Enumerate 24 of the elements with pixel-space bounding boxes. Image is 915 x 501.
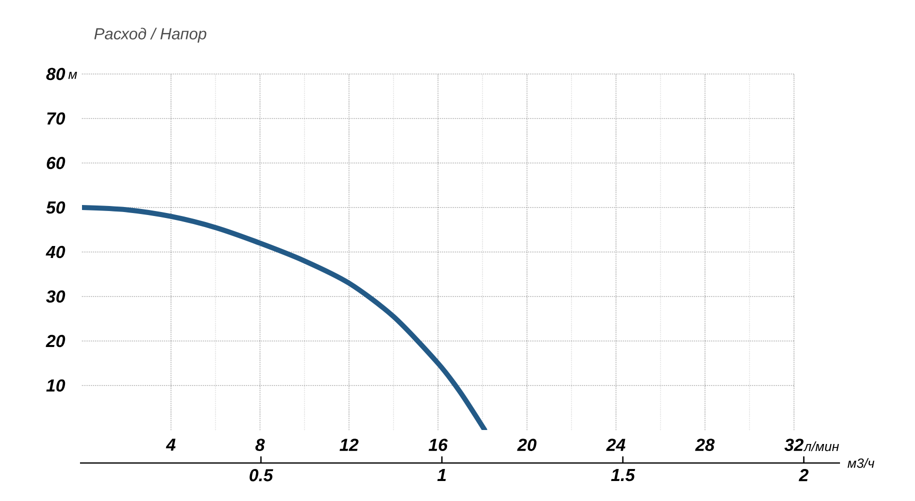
y-tick-label: 30 [46,290,66,303]
x-axis-title: л/мин [803,441,839,452]
x2-tick-label: 2 [798,469,808,482]
y-tick-label: 20 [46,334,66,348]
x2-tick-label: 1 [437,469,446,481]
x-tick-label: 8 [255,438,265,451]
y-tick-label: 60 [46,156,66,170]
x-tick-label: 32 [784,438,804,451]
x-tick-label: 12 [340,438,358,451]
x-tick-label: 20 [517,438,536,451]
x-tick-label: 28 [695,438,715,451]
y-tick-label: 70 [47,112,66,125]
chart-title: Расход / Напор [94,28,206,43]
y-axis-title: м [68,72,78,79]
x-tick-label: 16 [428,438,448,451]
x2-axis-title: м3/ч [848,458,874,468]
x2-tick-label: 1.5 [611,469,636,482]
y-tick-label: 10 [46,379,66,392]
y-tick-label: 40 [46,246,66,258]
x-tick-label: 24 [606,438,626,451]
x2-tick-label: 0.5 [250,469,274,482]
x-tick-label: 4 [166,438,176,451]
y-tick-label: 80 [46,68,66,80]
y-tick-label: 50 [46,201,66,214]
